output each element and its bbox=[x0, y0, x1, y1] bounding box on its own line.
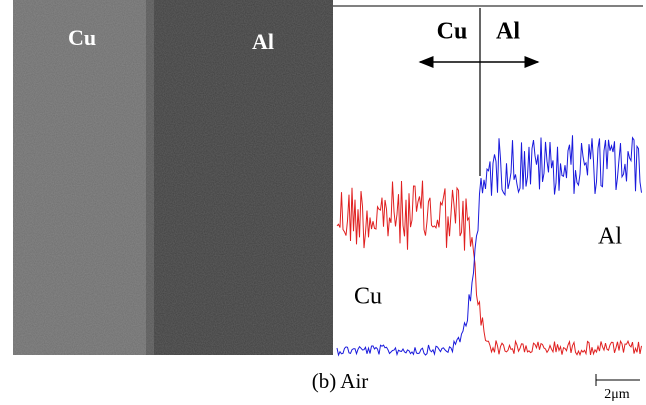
scale-bar: 2μm bbox=[595, 374, 640, 402]
image-label: Al bbox=[252, 29, 274, 54]
line-scan: Cu Al Al Cu bbox=[333, 5, 643, 357]
image-label: Cu bbox=[68, 25, 96, 50]
curve-label: Cu bbox=[354, 284, 382, 310]
scan-header: Al bbox=[496, 19, 520, 45]
curve-label: Al bbox=[598, 224, 622, 250]
scale-label: 2μm bbox=[604, 387, 630, 402]
cu-profile bbox=[336, 180, 642, 357]
sem-image: Cu Al bbox=[13, 0, 333, 355]
al-profile bbox=[336, 135, 642, 357]
scan-header: Cu bbox=[437, 19, 468, 45]
caption: (b) Air bbox=[312, 369, 369, 393]
